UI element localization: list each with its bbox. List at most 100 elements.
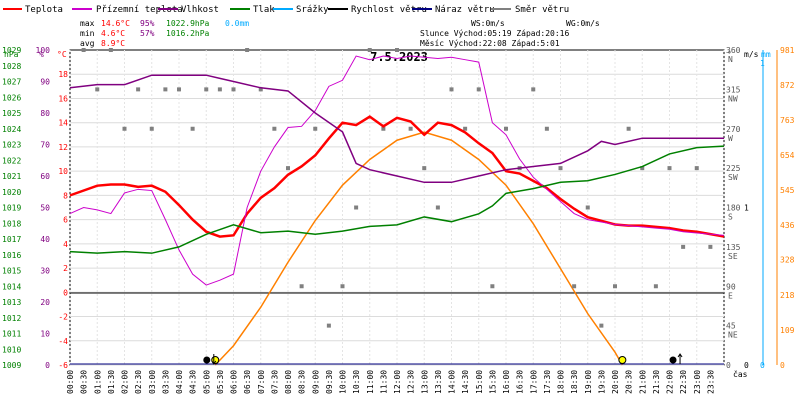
axis-time-tick: 21:30	[652, 370, 661, 394]
axis-hpa-tick: 1016	[2, 251, 21, 260]
wind-direction-point	[408, 126, 413, 131]
sunset-marker	[618, 356, 627, 364]
wind-direction-point	[463, 126, 468, 131]
axis-time-tick: 16:00	[502, 370, 511, 394]
axis-hpa-tick: 1023	[2, 141, 21, 150]
wind-direction-point	[667, 166, 672, 171]
axis-hpa-tick: 1011	[2, 330, 21, 339]
wind-direction-point	[381, 126, 386, 131]
axis-direction-tick: 45	[726, 322, 736, 331]
moonrise-arrow-head	[677, 353, 683, 358]
axis-solar-tick: 109	[780, 326, 795, 335]
legend-label-naraz-vetru: Náraz větru	[435, 5, 495, 15]
axis-direction-compass: SE	[728, 252, 738, 261]
axis-time-tick: 01:00	[93, 370, 102, 394]
axis-hpa-tick: 1013	[2, 298, 21, 307]
axis-time-tick: 16:30	[516, 370, 525, 394]
stat-min-press: 1016.2hPa	[166, 29, 210, 38]
stat-wg: WG:0m/s	[566, 19, 600, 28]
axis-direction-tick: 135	[726, 243, 741, 252]
axis-time-tick: 08:30	[298, 370, 307, 394]
wind-direction-point	[367, 48, 372, 52]
axis-celsius-tick: 16	[58, 94, 68, 103]
axis-solar-tick: 763	[780, 116, 795, 125]
axis-time-tick: 06:30	[243, 370, 252, 394]
axis-direction-tick: 315	[726, 85, 741, 94]
axis-celsius: °C -6 -4 -2 0 2 4 6 8 10 12 14 16 18	[57, 50, 68, 370]
axis-percent-tick: 30	[40, 267, 50, 276]
chart-title: 7.5.2023	[370, 50, 428, 64]
axis-time-tick: 07:30	[270, 370, 279, 394]
axis-celsius-tick: 2	[63, 264, 68, 273]
wind-direction-point	[108, 48, 113, 52]
axis-time-tick: 01:30	[107, 370, 116, 394]
stat-min-hum: 57%	[140, 29, 155, 38]
stat-max-press: 1022.9hPa	[166, 19, 210, 28]
axis-time-tick: 03:30	[161, 370, 170, 394]
axis-hpa-tick: 1014	[2, 282, 21, 291]
axis-time-tick: 13:00	[420, 370, 429, 394]
axis-hpa-tick: 1017	[2, 235, 21, 244]
axis-percent-tick: 20	[40, 298, 50, 307]
axis-direction-tick: 0	[726, 361, 731, 370]
axis-direction-tick: 360	[726, 46, 741, 55]
wind-direction-point	[531, 87, 536, 92]
stat-sun: Slunce Východ:05:19 Západ:20:16	[420, 29, 569, 38]
stat-min-temp: 4.6°C	[101, 29, 125, 38]
axis-time-tick: 21:00	[638, 370, 647, 394]
wind-direction-point	[217, 87, 222, 92]
axis-time-tick: 09:00	[311, 370, 320, 394]
axis-hpa-tick: 1022	[2, 156, 21, 165]
wind-direction-point	[258, 87, 263, 92]
axis-time-tick: 15:30	[488, 370, 497, 394]
axis-time-tick: 08:00	[284, 370, 293, 394]
axis-time-tick: 09:30	[325, 370, 334, 394]
axis-time-tick: 05:00	[202, 370, 211, 394]
axis-solar-tick: 654	[780, 151, 795, 160]
grid	[69, 50, 725, 366]
markers-layer	[203, 353, 683, 365]
wind-direction-point	[272, 126, 277, 131]
wind-direction-point	[476, 87, 481, 92]
lines-layer	[69, 55, 725, 365]
wind-direction-point	[231, 87, 236, 92]
axis-time-tick: 13:30	[434, 370, 443, 394]
axis-percent-tick: 70	[40, 141, 50, 150]
wind-direction-point	[626, 126, 631, 131]
axis-percent-tick: 40	[40, 235, 50, 244]
axis-direction-compass: SW	[728, 173, 738, 182]
axis-time-tick: 11:30	[379, 370, 388, 394]
axis-time-tick: 02:00	[121, 370, 130, 394]
legend-label-srazky: Srážky	[296, 5, 329, 15]
axis-time-tick: 02:30	[134, 370, 143, 394]
axis-celsius-tick: 4	[63, 240, 68, 249]
wind-direction-point	[299, 284, 304, 289]
stat-avg-label: avg	[80, 39, 95, 48]
wind-direction-point	[694, 166, 699, 171]
wind-direction-point	[354, 205, 359, 210]
axis-celsius-tick: 10	[58, 167, 68, 176]
axis-percent-tick: 100	[36, 46, 51, 55]
axis-time-tick: 19:00	[584, 370, 593, 394]
axis-hpa-tick: 1026	[2, 93, 21, 102]
axis-ms: m/s 0 1	[744, 50, 759, 370]
axis-time-tick: 07:00	[257, 370, 266, 394]
axis-time-tick: 18:30	[570, 370, 579, 394]
axis-hpa: hPa 1009 1010 1011 1012 1013 1014 1015 1016 1017…	[2, 46, 21, 370]
wind-direction-point	[558, 166, 563, 171]
wind-direction-point	[422, 166, 427, 171]
axis-celsius-tick: -6	[58, 361, 68, 370]
legend-label-prizemni-teplota: Přízemní teplota	[96, 5, 183, 15]
axis-solar-tick: 872	[780, 81, 795, 90]
axis-time-tick: 00:00	[66, 370, 75, 394]
axis-hpa-tick: 1009	[2, 361, 21, 370]
axis-direction-tick: 225	[726, 164, 741, 173]
wind-direction-point	[190, 126, 195, 131]
wind-direction-point	[81, 48, 86, 52]
wind-direction-point	[613, 284, 617, 289]
axis-direction-tick: 180	[726, 204, 741, 213]
legend-label-tlak: Tlak	[253, 5, 275, 15]
axis-celsius-tick: 6	[63, 216, 68, 225]
wind-direction-point	[136, 87, 141, 92]
axis-time-tick: 22:30	[679, 370, 688, 394]
